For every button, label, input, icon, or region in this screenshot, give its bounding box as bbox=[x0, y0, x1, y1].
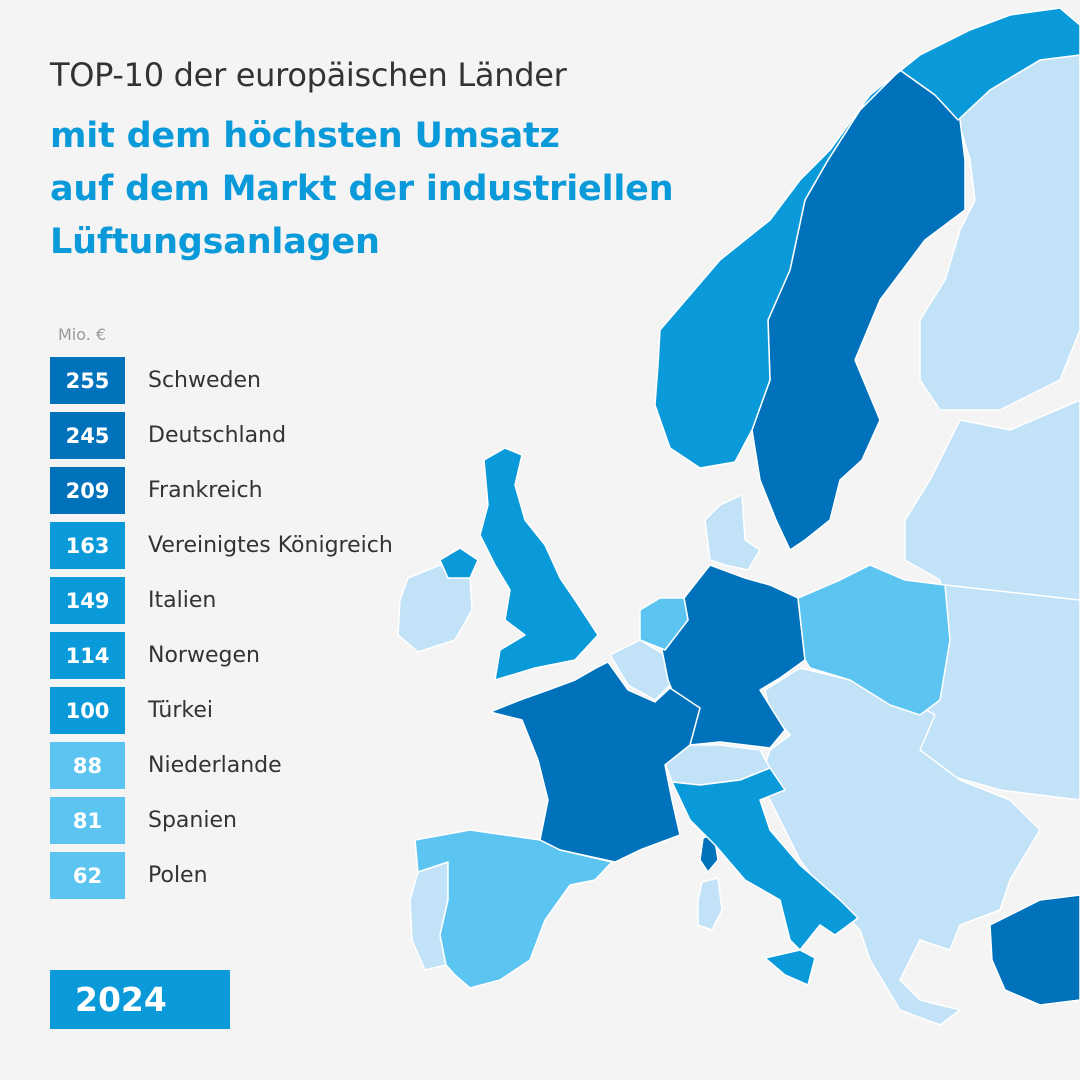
country-france bbox=[489, 661, 701, 863]
country-spain bbox=[414, 829, 613, 989]
ranking-value: 245 bbox=[50, 412, 125, 459]
country-northern-ireland bbox=[439, 547, 479, 579]
ranking-list: 255 Schweden 245 Deutschland 209 Frankre… bbox=[50, 353, 393, 903]
ranking-row: 209 Frankreich bbox=[50, 463, 393, 518]
country-sardinia bbox=[697, 877, 723, 931]
country-norway bbox=[654, 7, 1080, 469]
unit-label: Mio. € bbox=[58, 325, 107, 344]
ranking-value: 81 bbox=[50, 797, 125, 844]
ranking-country: Frankreich bbox=[148, 478, 263, 503]
ranking-country: Spanien bbox=[148, 808, 237, 833]
ranking-country: Niederlande bbox=[148, 753, 282, 778]
ranking-row: 255 Schweden bbox=[50, 353, 393, 408]
ranking-country: Italien bbox=[148, 588, 217, 613]
title-line: TOP-10 der europäischen Länder bbox=[50, 56, 567, 94]
country-italy bbox=[671, 767, 859, 951]
country-portugal bbox=[409, 861, 449, 971]
ranking-value: 114 bbox=[50, 632, 125, 679]
ranking-row: 114 Norwegen bbox=[50, 628, 393, 683]
ranking-value: 62 bbox=[50, 852, 125, 899]
ranking-country: Deutschland bbox=[148, 423, 287, 448]
ranking-value: 163 bbox=[50, 522, 125, 569]
ranking-row: 245 Deutschland bbox=[50, 408, 393, 463]
country-denmark bbox=[704, 494, 761, 571]
ranking-row: 149 Italien bbox=[50, 573, 393, 628]
ranking-value: 149 bbox=[50, 577, 125, 624]
headline-line-3: Lüftungsanlagen bbox=[50, 222, 380, 262]
ranking-country: Polen bbox=[148, 863, 208, 888]
country-turkey bbox=[989, 894, 1080, 1006]
ranking-value: 88 bbox=[50, 742, 125, 789]
ranking-row: 163 Vereinigtes Königreich bbox=[50, 518, 393, 573]
ranking-value: 100 bbox=[50, 687, 125, 734]
headline-line-2: auf dem Markt der industriellen bbox=[50, 169, 674, 209]
ranking-country: Türkei bbox=[148, 698, 214, 723]
country-sicily bbox=[764, 949, 816, 986]
headline: mit dem höchsten Umsatz auf dem Markt de… bbox=[50, 110, 674, 269]
headline-line-1: mit dem höchsten Umsatz bbox=[50, 116, 560, 156]
ranking-country: Norwegen bbox=[148, 643, 260, 668]
ranking-value: 255 bbox=[50, 357, 125, 404]
year-badge: 2024 bbox=[50, 970, 230, 1029]
country-poland bbox=[797, 564, 951, 716]
ranking-country: Vereinigtes Königreich bbox=[148, 533, 393, 558]
country-uk bbox=[479, 447, 599, 681]
country-netherlands bbox=[639, 597, 689, 651]
ranking-row: 88 Niederlande bbox=[50, 738, 393, 793]
ranking-value: 209 bbox=[50, 467, 125, 514]
ranking-country: Schweden bbox=[148, 368, 261, 393]
country-central-europe bbox=[759, 667, 1041, 1026]
ranking-row: 81 Spanien bbox=[50, 793, 393, 848]
ranking-row: 62 Polen bbox=[50, 848, 393, 903]
ranking-row: 100 Türkei bbox=[50, 683, 393, 738]
